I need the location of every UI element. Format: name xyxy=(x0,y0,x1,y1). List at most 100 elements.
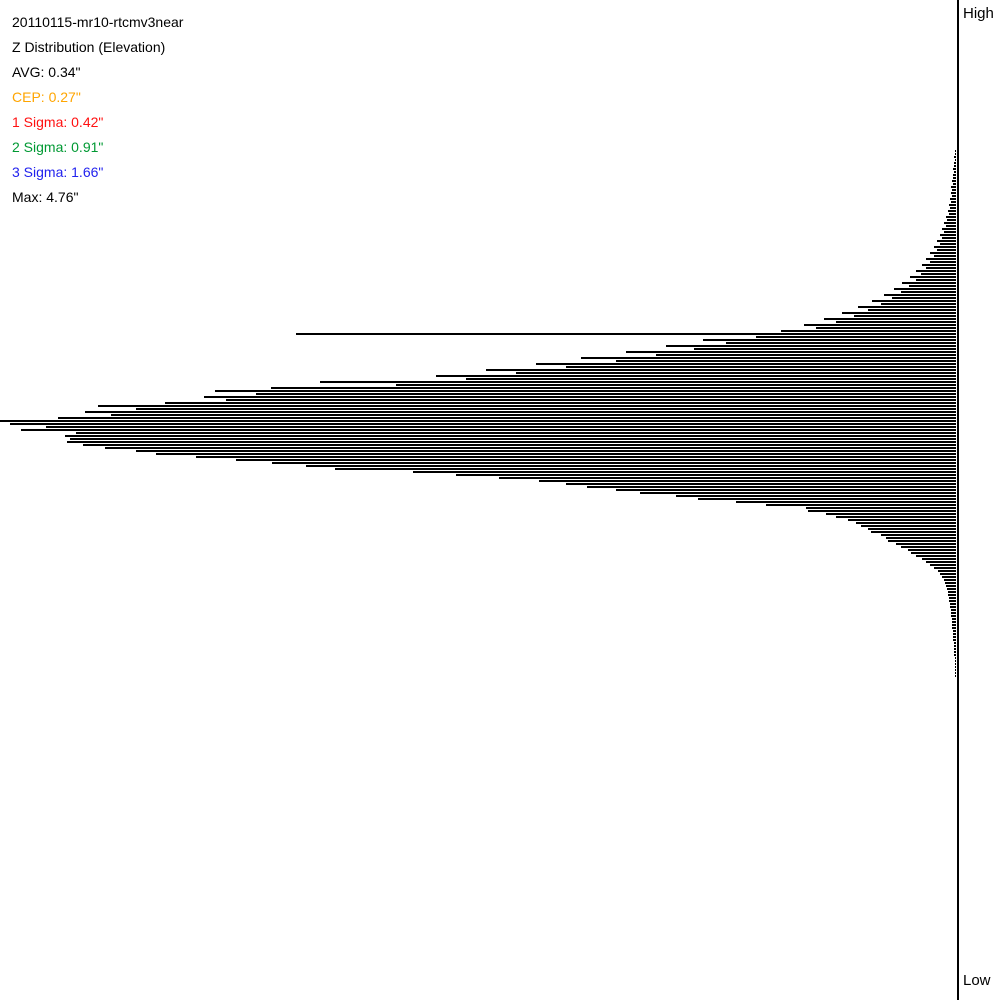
histogram-bar xyxy=(816,327,956,329)
histogram-bar xyxy=(954,642,956,644)
histogram-bar xyxy=(942,237,956,239)
histogram-bar xyxy=(937,249,956,251)
histogram-bar xyxy=(949,204,956,206)
histogram-bar xyxy=(896,543,956,545)
histogram-bar xyxy=(942,576,956,578)
histogram-bar xyxy=(946,225,956,227)
stats-line: 1 Sigma: 0.42" xyxy=(12,114,104,130)
histogram-bar xyxy=(938,570,956,572)
histogram-bar xyxy=(616,489,956,491)
histogram-bar xyxy=(947,219,956,221)
histogram-bar xyxy=(922,264,956,266)
histogram-bar xyxy=(946,585,956,587)
histogram-bar xyxy=(948,210,956,212)
histogram-bar xyxy=(626,351,956,353)
histogram-bar xyxy=(955,159,956,161)
histogram-bar xyxy=(949,597,956,599)
histogram-bar xyxy=(950,198,956,200)
histogram-bar xyxy=(536,363,956,365)
histogram-bar xyxy=(944,231,956,233)
histogram-bar xyxy=(955,669,956,671)
histogram-bar xyxy=(842,312,956,314)
histogram-bar xyxy=(67,441,956,443)
histogram-bar xyxy=(930,261,956,263)
histogram-bar xyxy=(204,396,956,398)
histogram-bar xyxy=(950,207,956,209)
histogram-bar xyxy=(486,369,956,371)
histogram-bar xyxy=(954,165,956,167)
axis-label-high: High xyxy=(963,5,994,22)
histogram-bar xyxy=(945,582,956,584)
histogram-bar xyxy=(566,366,956,368)
histogram-bar xyxy=(950,603,956,605)
histogram-bar xyxy=(881,534,956,536)
histogram-bar xyxy=(944,579,956,581)
histogram-bar xyxy=(951,192,956,194)
histogram-bar xyxy=(436,375,956,377)
histogram-bar xyxy=(955,672,956,674)
histogram-bar xyxy=(953,168,956,170)
histogram-bar xyxy=(930,252,956,254)
histogram-bar xyxy=(953,183,956,185)
histogram-bar xyxy=(944,222,956,224)
histogram-bar xyxy=(952,621,956,623)
histogram-bar xyxy=(953,639,956,641)
histogram-bar xyxy=(272,462,956,464)
histogram-bar xyxy=(85,411,956,413)
histogram-bar xyxy=(83,444,956,446)
histogram-bar xyxy=(954,648,956,650)
histogram-bar xyxy=(46,426,956,428)
histogram-bar xyxy=(953,636,956,638)
histogram-bar xyxy=(952,624,956,626)
histogram-bar xyxy=(256,393,956,395)
histogram-bar xyxy=(456,474,956,476)
histogram-bar xyxy=(868,309,956,311)
histogram-bar xyxy=(836,516,956,518)
histogram-bar xyxy=(930,564,956,566)
histogram-bar xyxy=(892,297,956,299)
histogram-bar xyxy=(65,435,956,437)
histogram-bar xyxy=(921,273,956,275)
histogram-bar xyxy=(640,492,956,494)
histogram-bar xyxy=(937,240,956,242)
histogram-bar xyxy=(942,228,956,230)
histogram-bar xyxy=(804,324,956,326)
histogram-bar xyxy=(902,282,956,284)
histogram-bar xyxy=(703,339,956,341)
histogram-bar xyxy=(948,591,956,593)
histogram-bar xyxy=(698,498,956,500)
stats-line: CEP: 0.27" xyxy=(12,89,81,105)
histogram-bar xyxy=(566,483,956,485)
histogram-bar xyxy=(858,306,956,308)
histogram-bar xyxy=(955,153,956,155)
histogram-bar xyxy=(951,186,956,188)
histogram-bar xyxy=(871,531,956,533)
histogram-bar xyxy=(955,666,956,668)
histogram-bar xyxy=(872,300,956,302)
histogram-bar xyxy=(861,525,956,527)
histogram-bar xyxy=(781,330,956,332)
histogram-bar xyxy=(948,594,956,596)
histogram-bar xyxy=(955,660,956,662)
histogram-bar xyxy=(466,378,956,380)
histogram-bar xyxy=(901,291,956,293)
histogram-bar xyxy=(954,645,956,647)
histogram-bar xyxy=(934,255,956,257)
histogram-bar xyxy=(539,480,956,482)
histogram-bar xyxy=(955,675,956,677)
histogram-bar xyxy=(954,651,956,653)
histogram-bar xyxy=(296,333,956,335)
histogram-bar xyxy=(156,453,956,455)
histogram-bar xyxy=(236,459,956,461)
axis-label-low: Low xyxy=(963,972,991,989)
histogram-bar xyxy=(953,177,956,179)
histogram-bar xyxy=(947,588,956,590)
histogram-bar xyxy=(766,504,956,506)
histogram-bar xyxy=(656,354,956,356)
histogram-bar xyxy=(0,420,956,422)
histogram-bar xyxy=(952,189,956,191)
histogram-bar xyxy=(911,552,956,554)
histogram-bar xyxy=(910,276,956,278)
